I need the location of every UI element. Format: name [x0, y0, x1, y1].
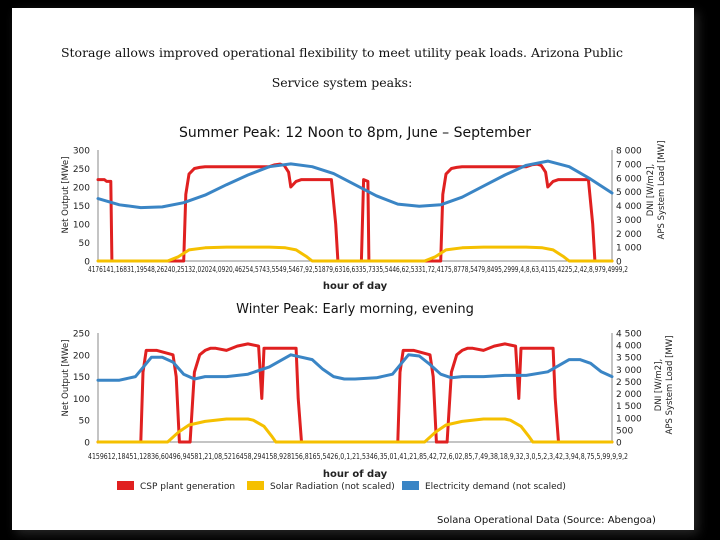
- y-right-axis-label: DNI [W/m2],APS System Load [MW]: [646, 141, 667, 240]
- y-right-tick-label: 4 500: [616, 330, 642, 340]
- y-right-tick-label: 0: [616, 439, 622, 449]
- chart-title: Winter Peak: Early morning, evening: [236, 302, 474, 317]
- y-right-tick-label: 500: [616, 426, 633, 436]
- y-tick-label: 100: [73, 395, 90, 405]
- y-right-axis-label-line: APS System Load [MW]: [665, 336, 675, 435]
- y-right-tick-label: 2 000: [616, 390, 642, 400]
- series-line-csp-plant-generation: [96, 342, 614, 444]
- y-tick-label: 50: [79, 417, 91, 427]
- y-right-tick-label: 5 000: [616, 188, 642, 198]
- x-axis-label: hour of day: [323, 281, 388, 292]
- legend-label: Solar Radiation (not scaled): [270, 482, 395, 492]
- series-line-solar-radiation-not-scaled: [96, 245, 614, 263]
- y-right-tick-label: 0: [616, 258, 622, 268]
- chart-title: Summer Peak: 12 Noon to 8pm, June – Sept…: [179, 125, 531, 141]
- y-right-tick-label: 1 500: [616, 402, 642, 412]
- y-tick-label: 200: [73, 351, 90, 361]
- y-tick-label: 150: [73, 202, 90, 212]
- y-tick-label: 150: [73, 373, 90, 383]
- y-tick-label: 0: [84, 439, 90, 449]
- y-right-tick-label: 2 000: [616, 230, 642, 240]
- series-line-electricity-demand-not-scaled: [96, 159, 614, 210]
- y-right-tick-label: 4 000: [616, 342, 642, 352]
- x-axis-label: hour of day: [323, 469, 388, 480]
- legend-swatch: [402, 481, 419, 490]
- y-right-tick-label: 6 000: [616, 174, 642, 184]
- y-axis-label: Net Output [MWe]: [61, 157, 71, 234]
- y-right-tick-label: 4 000: [616, 202, 642, 212]
- y-right-tick-label: 8 000: [616, 147, 642, 157]
- y-right-tick-label: 3 000: [616, 366, 642, 376]
- y-right-tick-label: 7 000: [616, 160, 642, 170]
- x-tick-labels: 4176141,16831,19548,26240,25132,02024,09…: [88, 265, 628, 274]
- y-right-axis-label-line: DNI [W/m2],: [654, 359, 664, 411]
- legend-label: Electricity demand (not scaled): [425, 482, 566, 492]
- y-right-tick-label: 3 500: [616, 354, 642, 364]
- y-tick-label: 200: [73, 184, 90, 194]
- source-note: Solana Operational Data (Source: Abengoa…: [437, 515, 656, 526]
- y-tick-label: 50: [79, 239, 91, 249]
- x-tick-labels: 4159612,18451,12836,60496,94581,21,08,52…: [88, 452, 628, 461]
- slide-heading: Storage allows improved operational flex…: [60, 45, 624, 90]
- legend-swatch: [247, 481, 264, 490]
- y-tick-label: 300: [73, 147, 90, 157]
- y-right-tick-label: 2 500: [616, 378, 642, 388]
- y-tick-label: 100: [73, 221, 90, 231]
- y-tick-label: 250: [73, 330, 90, 340]
- y-tick-label: 250: [73, 165, 90, 175]
- y-tick-label: 0: [84, 258, 90, 268]
- y-right-tick-label: 1 000: [616, 244, 642, 254]
- legend-label: CSP plant generation: [140, 482, 235, 492]
- series-line-electricity-demand-not-scaled: [96, 353, 614, 382]
- y-right-tick-label: 3 000: [616, 216, 642, 226]
- legend-swatch: [117, 481, 134, 490]
- y-axis-label: Net Output [MWe]: [61, 340, 71, 417]
- y-right-tick-label: 1 000: [616, 414, 642, 424]
- series-line-solar-radiation-not-scaled: [96, 417, 614, 444]
- y-right-axis-label: DNI [W/m2],APS System Load [MW]: [654, 336, 675, 435]
- y-right-axis-label-line: DNI [W/m2],: [646, 164, 656, 216]
- y-right-axis-label-line: APS System Load [MW]: [657, 141, 667, 240]
